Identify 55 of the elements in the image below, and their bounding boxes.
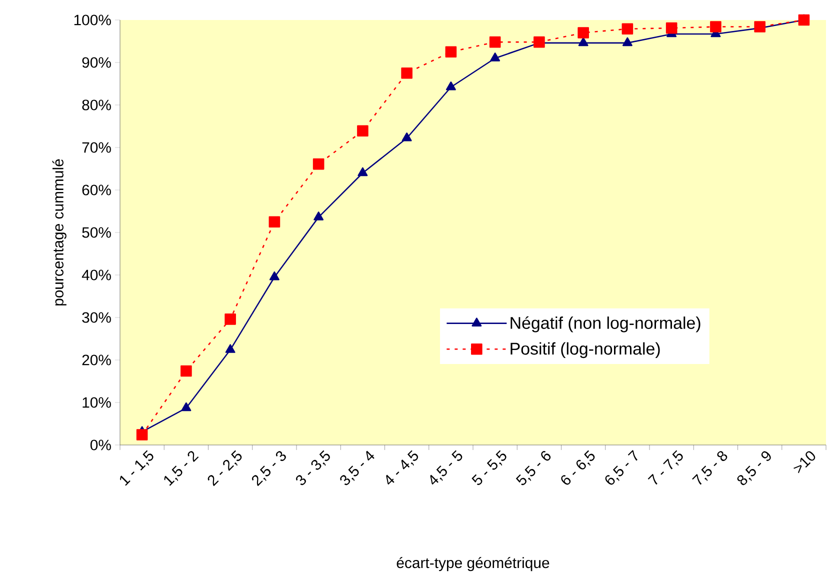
x-tick-label: 2 - 2,5 — [208, 450, 242, 486]
point — [312, 158, 324, 170]
point — [622, 37, 632, 46]
x-tick-label: 6,5 - 7 — [605, 450, 638, 485]
y-tick-label: 10% — [82, 397, 111, 408]
point — [358, 167, 368, 176]
point — [225, 344, 236, 353]
x-tick-label: 1 - 1,5 — [120, 450, 154, 486]
point — [357, 125, 368, 137]
y-tick-label: 40% — [82, 270, 111, 280]
point — [181, 402, 192, 412]
x-tick-label: 3,5 - 4 — [340, 450, 374, 486]
point — [490, 52, 500, 62]
x-tick-label: 3 - 3,5 — [296, 450, 330, 486]
point — [798, 14, 810, 26]
point — [314, 212, 324, 220]
y-tick-label: 70% — [82, 142, 111, 153]
x-tick-label: 4 - 4,5 — [386, 450, 418, 485]
point — [666, 22, 678, 34]
point — [402, 132, 412, 142]
x-tick-label: 7 - 7,5 — [648, 450, 683, 485]
point — [136, 429, 148, 440]
point — [224, 314, 236, 325]
point — [622, 23, 634, 35]
point — [401, 67, 412, 79]
x-tick-label: 8,5 - 9 — [737, 451, 771, 486]
y-tick-label: 100% — [74, 14, 111, 26]
x-tick-label: 2,5 - 3 — [252, 451, 286, 486]
point — [268, 216, 280, 228]
x-axis-title: écart-type géométrique — [396, 556, 550, 572]
point — [180, 365, 192, 377]
x-tick-label: 4,5 - 5 — [430, 450, 462, 485]
y-axis-title: pourcentage cummulé — [52, 159, 66, 306]
y-tick-label: 20% — [82, 354, 111, 366]
y-tick-label: 80% — [82, 100, 111, 110]
y-tick-label: 60% — [82, 184, 111, 196]
x-tick-label: 5,5 - 6 — [516, 451, 551, 486]
y-tick-label: 30% — [82, 312, 111, 323]
y-tick-label: 50% — [82, 227, 111, 238]
point — [446, 81, 456, 90]
point — [578, 27, 589, 38]
point — [710, 21, 722, 32]
legend-label: Négatif (non log-normale) — [510, 316, 700, 332]
x-tick-label: 6 - 6,5 — [561, 450, 595, 485]
point — [445, 46, 457, 58]
point — [269, 271, 280, 280]
x-tick-label: 5 - 5,5 — [472, 450, 506, 486]
x-tick-label: 1,5 - 2 — [164, 451, 199, 486]
x-tick-label: >10 — [793, 451, 816, 474]
point — [489, 36, 501, 48]
legend-label: Positif (log-normale) — [510, 342, 660, 358]
point — [578, 37, 588, 46]
y-tick-label: 90% — [82, 57, 111, 68]
y-tick-label: 0% — [90, 440, 111, 450]
x-tick-label: 7,5 - 8 — [692, 451, 728, 485]
